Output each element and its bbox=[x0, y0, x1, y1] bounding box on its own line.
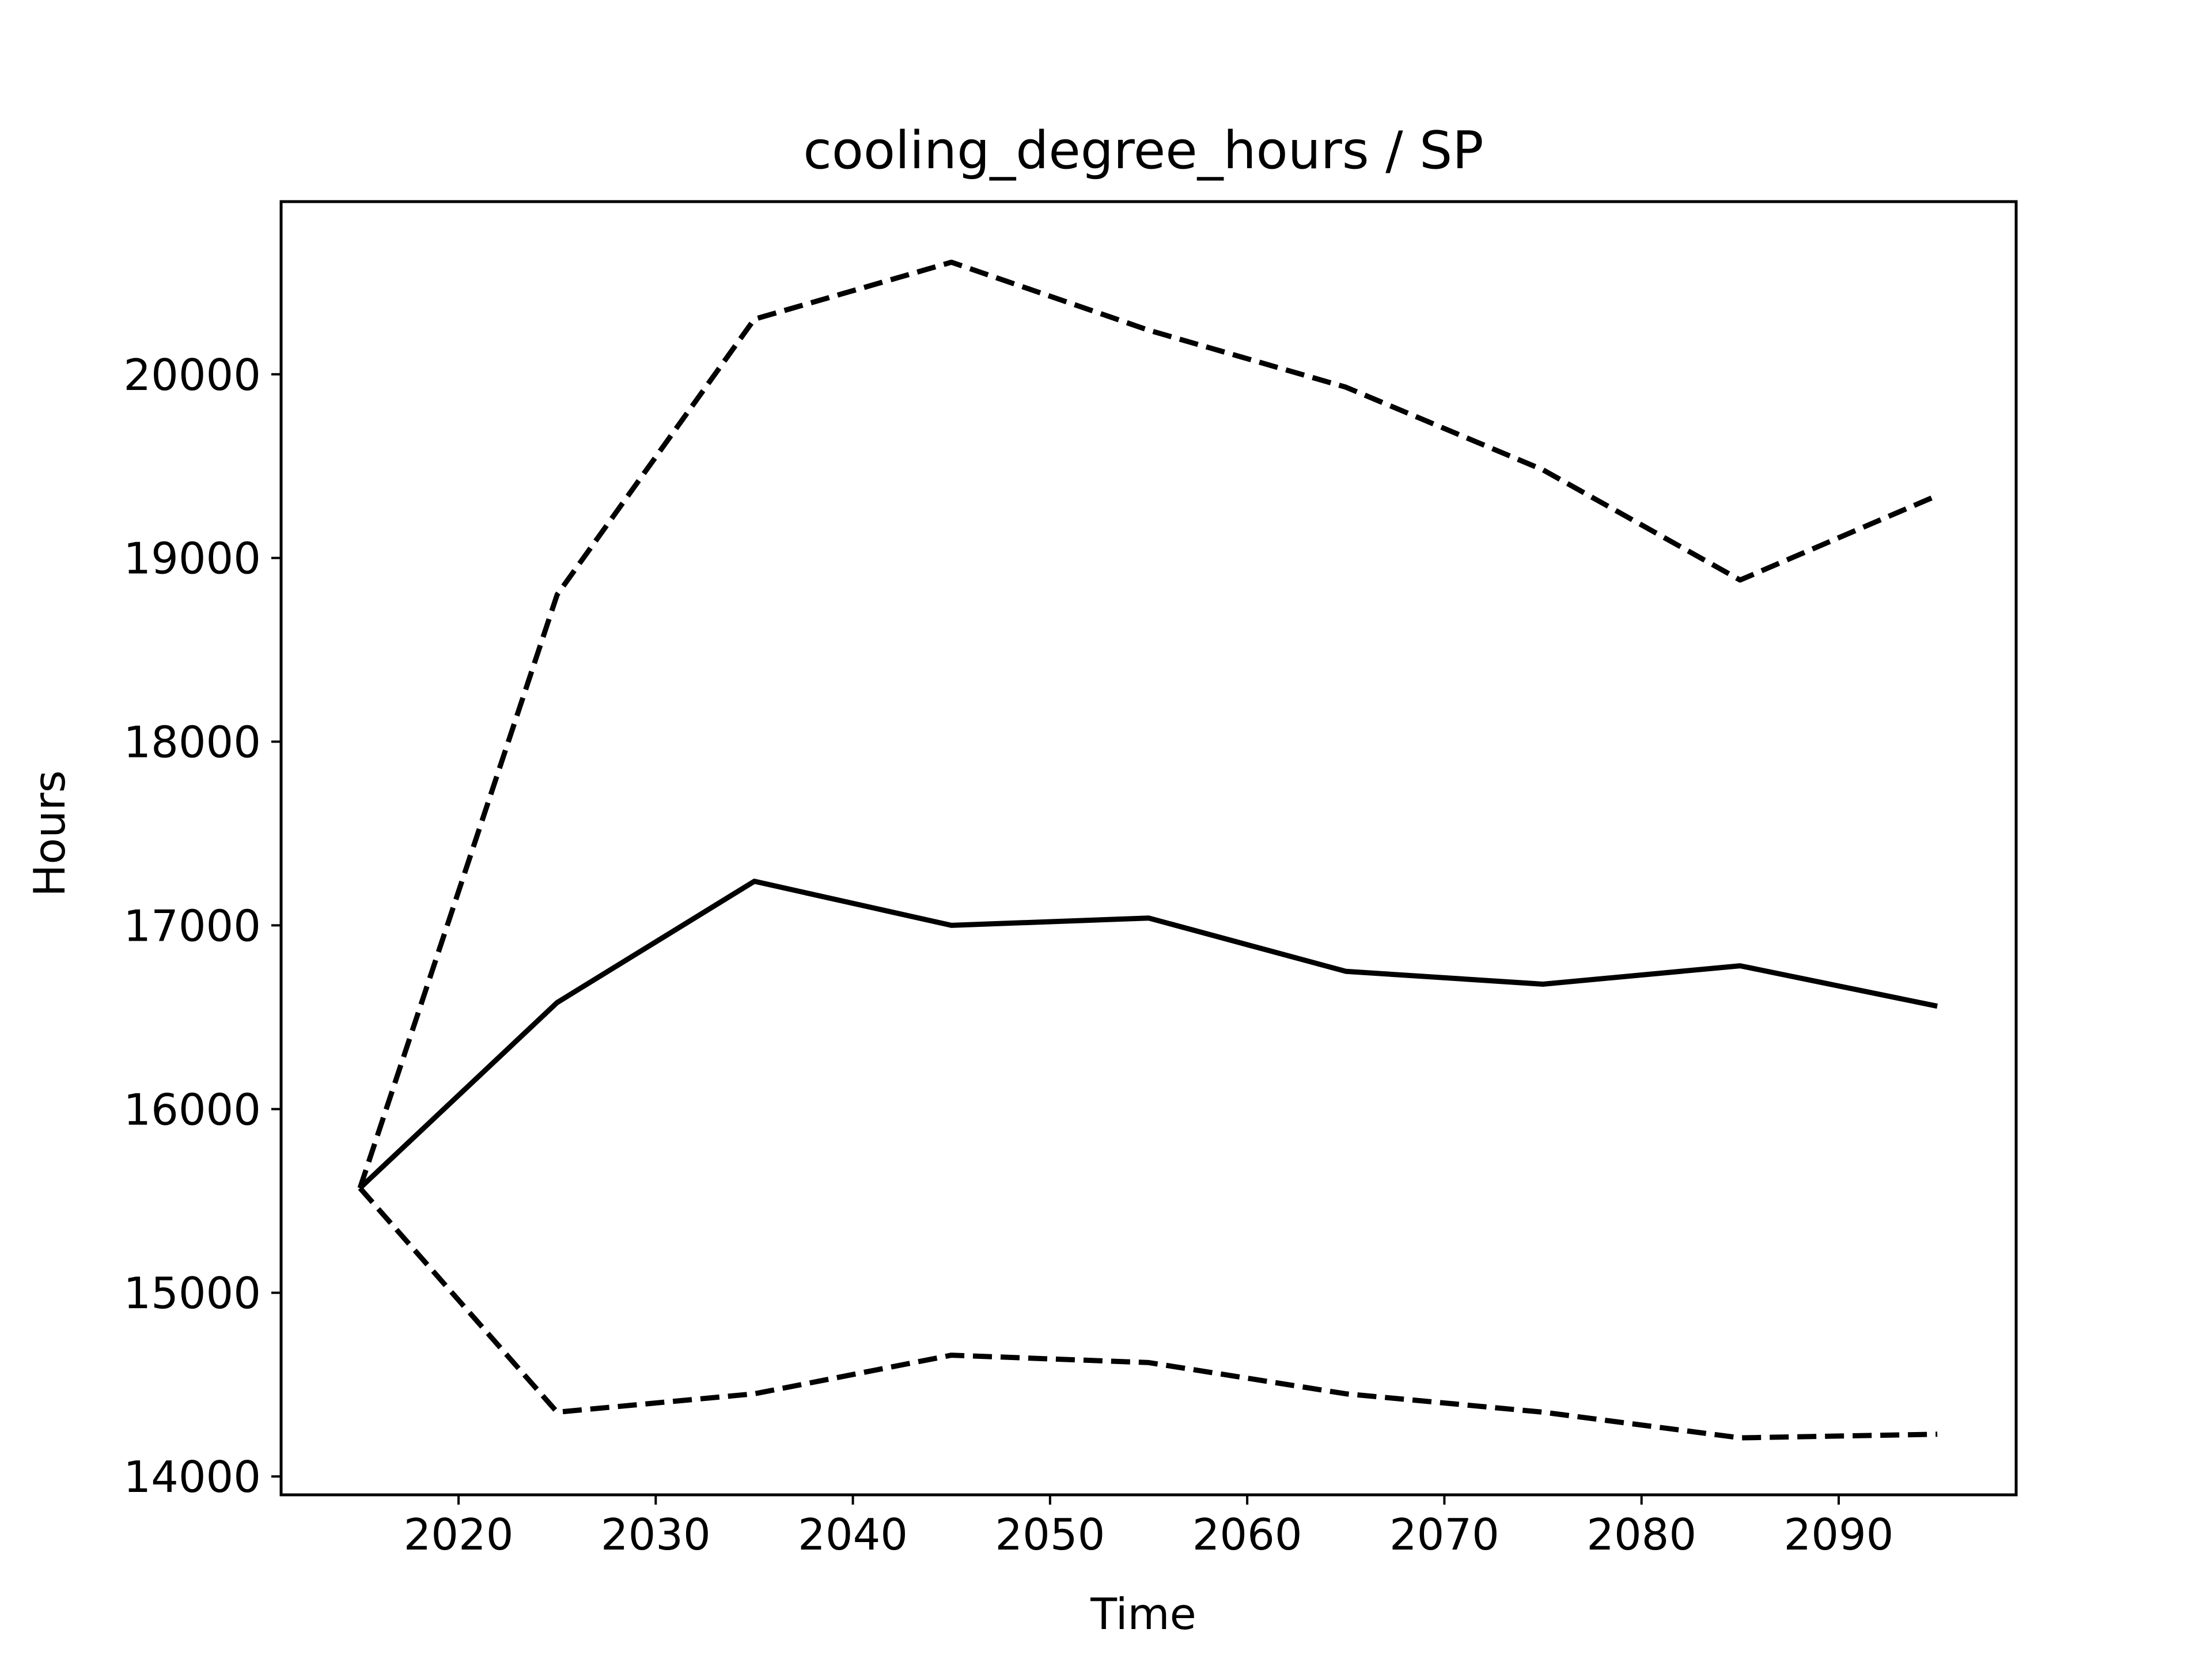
x-tick-label: 2050 bbox=[995, 1509, 1105, 1560]
x-tick-label: 2080 bbox=[1586, 1509, 1696, 1560]
x-tick-label: 2060 bbox=[1192, 1509, 1302, 1560]
x-axis-label: Time bbox=[1090, 1589, 1196, 1639]
x-tick-label: 2070 bbox=[1389, 1509, 1499, 1560]
chart-title: cooling_degree_hours / SP bbox=[803, 120, 1483, 181]
y-tick-label: 18000 bbox=[123, 717, 261, 768]
series-line-3 bbox=[358, 1186, 1938, 1441]
y-tick-label: 15000 bbox=[123, 1268, 261, 1319]
y-tick-label: 20000 bbox=[123, 350, 261, 400]
series-line-1 bbox=[357, 259, 1938, 1189]
y-axis-label: Hours bbox=[24, 770, 75, 897]
series-line-2 bbox=[358, 878, 1938, 1190]
x-tick-label: 2020 bbox=[404, 1509, 514, 1560]
y-tick-label: 16000 bbox=[123, 1084, 261, 1135]
y-tick-label: 19000 bbox=[123, 533, 261, 584]
y-tick-label: 17000 bbox=[123, 900, 261, 951]
x-tick-label: 2090 bbox=[1784, 1509, 1894, 1560]
y-tick-label: 14000 bbox=[123, 1452, 261, 1502]
plot-frame bbox=[279, 200, 2018, 1497]
x-tick-label: 2030 bbox=[601, 1509, 711, 1560]
plot-area: 2020 2030 2040 2050 2060 2070 2080 2090 14000 150… bbox=[123, 200, 2018, 1560]
x-tick-label: 2040 bbox=[798, 1509, 908, 1560]
